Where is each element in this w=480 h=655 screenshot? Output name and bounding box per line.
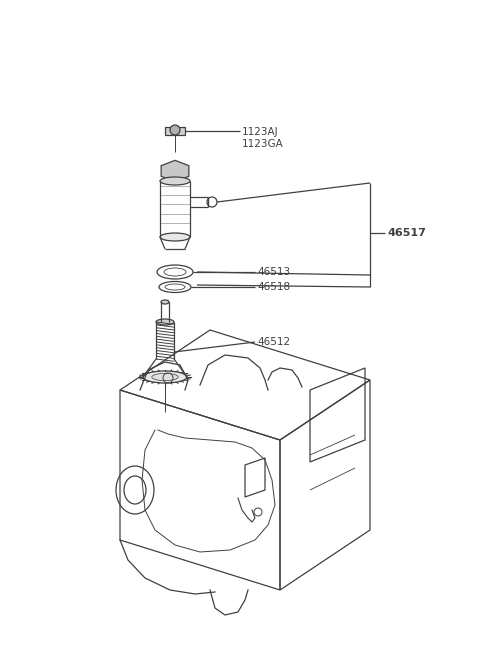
Text: 46517: 46517 <box>387 227 426 238</box>
Ellipse shape <box>152 373 178 381</box>
Ellipse shape <box>156 319 174 325</box>
Text: 1123AJ: 1123AJ <box>242 127 278 137</box>
Text: 46513: 46513 <box>257 267 290 277</box>
Ellipse shape <box>160 177 190 185</box>
Text: 46518: 46518 <box>257 282 290 292</box>
Ellipse shape <box>143 371 187 383</box>
Text: 1123GA: 1123GA <box>242 139 284 149</box>
Polygon shape <box>161 160 189 181</box>
Polygon shape <box>165 127 185 135</box>
Circle shape <box>170 125 180 135</box>
Ellipse shape <box>160 233 190 241</box>
Text: 46512: 46512 <box>257 337 290 347</box>
Ellipse shape <box>161 300 169 304</box>
